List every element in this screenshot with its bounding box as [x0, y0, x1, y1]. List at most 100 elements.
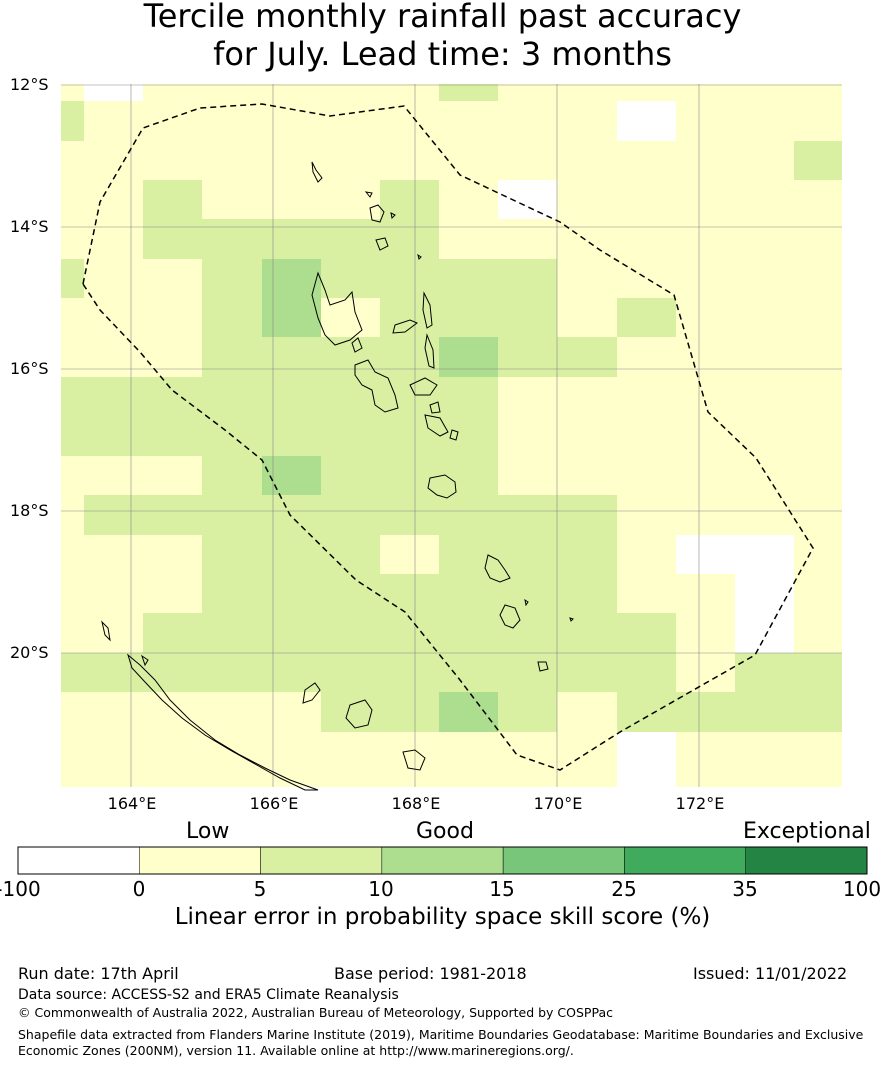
colorbar-tick: 5 [253, 877, 267, 901]
skill-cell [617, 101, 676, 141]
skill-cell [617, 692, 842, 732]
skill-cell [61, 101, 84, 141]
island-paama [429, 401, 441, 414]
skill-cell [735, 574, 794, 653]
lat-tick: 18°S [10, 501, 49, 520]
skill-cell [676, 574, 735, 653]
lon-tick: 172°E [675, 794, 725, 813]
skill-cell [61, 259, 84, 298]
skill-cell [61, 456, 202, 495]
island-tanna [499, 604, 521, 629]
skill-cell [262, 456, 321, 495]
skill-cell [202, 337, 617, 377]
island-pentecost [424, 333, 435, 369]
island-ambrym [409, 377, 438, 396]
island-efate [427, 474, 457, 499]
island-banks-1 [369, 204, 385, 223]
island-malo [351, 337, 363, 353]
skill-cell [617, 732, 676, 787]
skill-cell [202, 219, 380, 259]
run-date: Run date: 17th April [18, 964, 179, 983]
island-banks-2 [375, 237, 389, 251]
colorbar-bin [381, 846, 504, 875]
island-malekula [354, 359, 399, 413]
skill-cell [676, 535, 794, 574]
lat-tick: 20°S [10, 643, 49, 662]
colorbar-bin [745, 846, 868, 875]
skill-cell [84, 84, 143, 101]
colorbar-bin [502, 846, 625, 875]
island-new-caledonia [127, 653, 319, 791]
lat-tick: 14°S [10, 217, 49, 236]
island-nc-small [141, 654, 149, 667]
shapefile-credit-line1: Shapefile data extracted from Flanders M… [18, 1027, 864, 1042]
map-title-line2: for July. Lead time: 3 months [213, 35, 672, 73]
skill-cell [617, 298, 676, 337]
island-small-4 [524, 598, 529, 607]
skill-cell [380, 535, 439, 574]
island-ouvea [302, 682, 321, 704]
colorbar-bin [260, 846, 383, 875]
skill-cell [439, 692, 498, 732]
skill-cell [380, 180, 439, 259]
skill-cell [143, 180, 202, 259]
colorbar-bin [17, 846, 140, 875]
skill-cell [617, 495, 676, 613]
island-torres [311, 161, 323, 183]
lon-tick: 168°E [391, 794, 441, 813]
colorbar [17, 846, 868, 875]
lon-tick: 166°E [249, 794, 299, 813]
island-small-2 [390, 212, 396, 220]
lon-tick: 170°E [533, 794, 583, 813]
colorbar-tick: 35 [732, 877, 758, 901]
coastlines [101, 161, 574, 791]
island-shepherd [449, 429, 459, 441]
skill-cell [84, 495, 617, 535]
lat-tick: 16°S [10, 359, 49, 378]
island-belep [101, 620, 111, 642]
lat-tick: 12°S [10, 75, 49, 94]
colorbar-tick: 0 [132, 877, 146, 901]
skill-cell [439, 337, 498, 377]
island-lifou [345, 699, 373, 729]
colorbar-category-exceptional: Exceptional [743, 819, 871, 844]
island-small-3 [417, 253, 422, 260]
graticule [61, 84, 842, 787]
island-maewo [422, 291, 433, 329]
skill-cell [498, 377, 617, 495]
colorbar-tick: -100 [0, 877, 41, 901]
skill-grid [61, 84, 842, 787]
island-small-5 [569, 617, 574, 622]
colorbar-category-good: Good [416, 819, 474, 844]
island-erromango [484, 554, 511, 583]
island-espiritu-santo [311, 271, 363, 346]
copyright: © Commonwealth of Australia 2022, Austra… [18, 1005, 613, 1020]
colorbar-bin [624, 846, 746, 875]
skill-cell [794, 574, 842, 653]
colorbar-tick: 25 [611, 877, 637, 901]
colorbar-label: Linear error in probability space skill … [174, 904, 711, 930]
colorbar-outline [17, 846, 868, 875]
colorbar-category-low: Low [186, 819, 230, 844]
skill-cell [262, 259, 321, 337]
colorbar-tick: 10 [368, 877, 394, 901]
colorbar-tick: 100 [842, 877, 882, 901]
skill-cell [498, 180, 557, 219]
island-mare [402, 749, 426, 771]
island-small-1 [364, 191, 373, 198]
base-period: Base period: 1981-2018 [334, 964, 527, 983]
skill-cell [794, 141, 842, 180]
lon-tick: 164°E [107, 794, 157, 813]
colorbar-bin [139, 846, 261, 875]
skill-cell [202, 456, 498, 495]
island-epi [424, 414, 449, 437]
shapefile-credit-line2: Economic Zones (200NM), version 11. Avai… [18, 1043, 574, 1058]
map-title-line1: Tercile monthly rainfall past accuracy [143, 0, 742, 35]
colorbar-tick: 15 [489, 877, 515, 901]
island-ambae [392, 319, 418, 334]
skill-cell [143, 613, 676, 653]
skill-cell [676, 653, 735, 692]
issued-date: Issued: 11/01/2022 [693, 964, 848, 983]
island-aneityum [537, 661, 549, 672]
